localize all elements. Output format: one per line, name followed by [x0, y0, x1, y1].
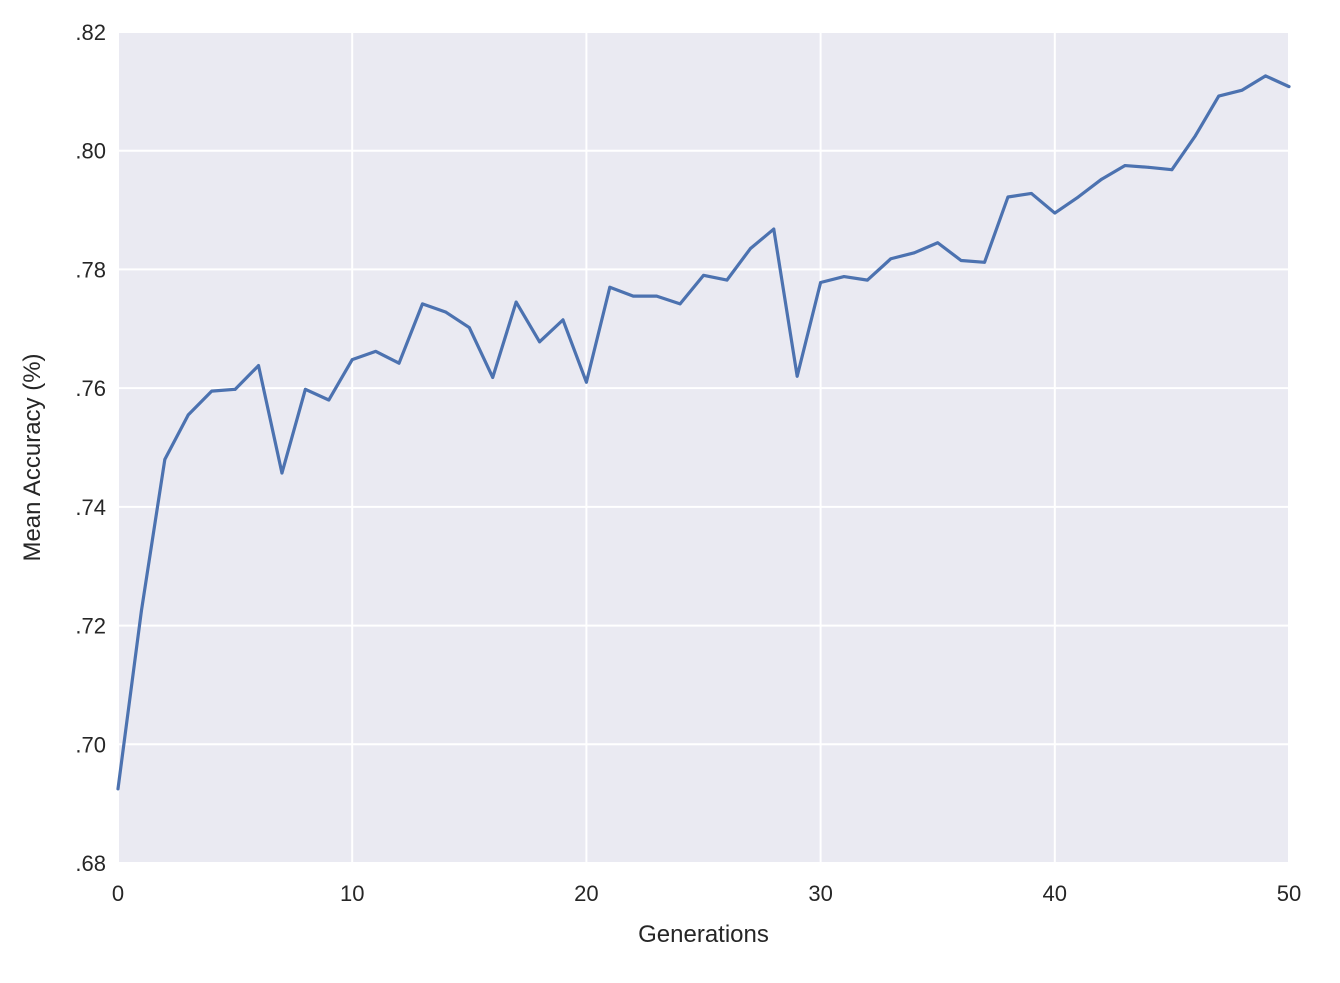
- data-point: [959, 259, 963, 262]
- data-point: [983, 260, 986, 264]
- y-tick-label: .70: [75, 732, 106, 757]
- data-point: [186, 413, 190, 417]
- data-point: [491, 376, 495, 379]
- data-point: [1264, 74, 1267, 78]
- x-tick-labels: 0 10 20 30 40 50: [112, 881, 1301, 906]
- data-point: [655, 294, 659, 298]
- data-point: [1053, 211, 1057, 215]
- data-point: [678, 302, 682, 306]
- data-point: [889, 257, 893, 261]
- data-point: [748, 247, 752, 251]
- data-point: [163, 457, 167, 461]
- data-point: [116, 787, 120, 791]
- data-point: [702, 273, 705, 277]
- data-point: [1006, 195, 1010, 199]
- data-point: [1217, 94, 1221, 98]
- y-tick-label: .80: [75, 139, 106, 164]
- data-point: [421, 302, 424, 306]
- data-point: [1029, 192, 1033, 195]
- y-tick-label: .72: [75, 614, 106, 639]
- data-point: [210, 389, 214, 393]
- data-point: [374, 349, 378, 353]
- plot-area: [118, 32, 1289, 863]
- data-point: [842, 275, 846, 278]
- y-tick-label: .78: [75, 257, 106, 282]
- data-point: [538, 340, 541, 344]
- data-point: [1100, 177, 1104, 181]
- y-tick-labels: .68 .70 .72 .74 .76 .78 .80 .82: [75, 20, 106, 876]
- data-point: [585, 380, 588, 384]
- data-point: [936, 241, 940, 245]
- y-tick-label: .74: [75, 495, 106, 520]
- grid-lines: [117, 31, 1290, 864]
- series-layer: [116, 74, 1291, 791]
- data-point: [303, 387, 307, 391]
- data-point: [772, 227, 776, 231]
- data-point: [257, 364, 260, 367]
- x-tick-label: 20: [574, 881, 598, 906]
- data-point: [608, 285, 612, 289]
- data-point: [725, 278, 729, 282]
- data-point: [233, 387, 237, 391]
- y-tick-label: .68: [75, 851, 106, 876]
- x-axis-title: Generations: [638, 921, 769, 948]
- data-point: [1076, 195, 1080, 199]
- x-tick-label: 40: [1043, 881, 1067, 906]
- data-point: [1123, 164, 1127, 167]
- y-axis-title: Mean Accuracy (%): [19, 353, 46, 561]
- data-point: [912, 251, 916, 255]
- data-point: [140, 609, 143, 613]
- y-tick-label: .76: [75, 376, 106, 401]
- y-tick-label: .82: [75, 20, 106, 45]
- x-tick-label: 30: [808, 881, 832, 906]
- data-point: [1287, 85, 1291, 89]
- x-tick-label: 0: [112, 881, 124, 906]
- x-tick-label: 10: [340, 881, 364, 906]
- data-point: [514, 300, 518, 304]
- data-point: [397, 361, 401, 365]
- data-point: [280, 471, 284, 475]
- data-point: [1240, 88, 1244, 92]
- data-point: [444, 310, 448, 314]
- data-point: [327, 398, 331, 402]
- x-tick-label: 50: [1277, 881, 1301, 906]
- data-point: [350, 358, 354, 362]
- data-point: [1147, 165, 1150, 169]
- data-point: [561, 318, 565, 322]
- data-point: [467, 326, 471, 329]
- data-point: [1170, 168, 1174, 172]
- data-point: [795, 374, 799, 378]
- data-point: [1193, 134, 1197, 138]
- data-point: [631, 294, 635, 298]
- data-point: [866, 278, 869, 282]
- data-point: [819, 281, 822, 284]
